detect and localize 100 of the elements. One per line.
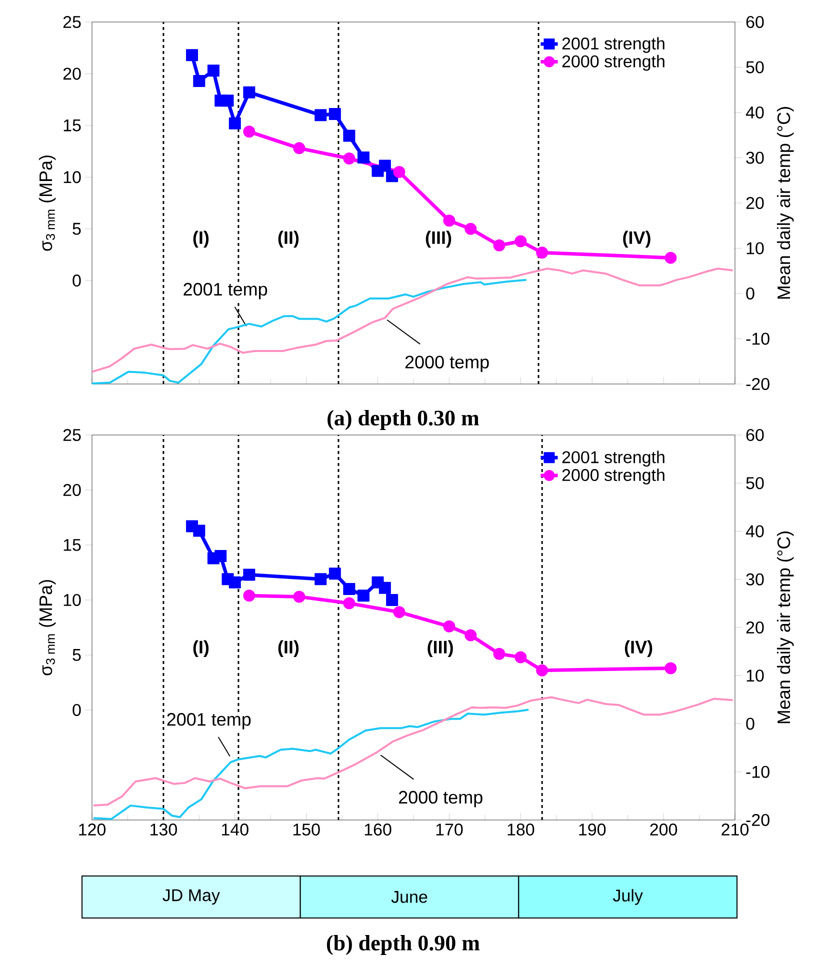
annotation: 2000 temp (399, 790, 482, 808)
y2-tick-label: 0 (746, 718, 754, 730)
legend-label: 2001 strength (562, 37, 664, 53)
y-tick-label: 15 (64, 119, 81, 132)
text: (a) depth 0.30 m (328, 410, 480, 430)
text: (b) depth 0.90 m (326, 935, 480, 955)
annotation: (III) (428, 640, 453, 658)
point (493, 239, 506, 252)
point (193, 74, 206, 87)
y2-tick-label: 50 (746, 477, 764, 490)
point (357, 590, 370, 602)
y-tick-label: 10 (64, 171, 81, 184)
point (443, 620, 456, 632)
point (343, 597, 356, 610)
line-series (92, 708, 530, 820)
annotation: (II) (278, 230, 299, 248)
y2-tick-label: -20 (746, 814, 770, 826)
y2-tick-label: 40 (746, 525, 764, 538)
x-tick-label: 150 (293, 824, 320, 836)
annotation: (II) (278, 640, 299, 658)
point (514, 235, 527, 248)
point (186, 49, 198, 62)
point (393, 166, 406, 178)
y2-tick-label: -20 (746, 378, 770, 390)
point (222, 94, 234, 107)
point (243, 86, 256, 98)
annotation: (IV) (624, 640, 652, 658)
line-series (91, 268, 734, 373)
point (328, 108, 341, 120)
point (293, 590, 306, 603)
text: July (612, 889, 643, 905)
annotation: 2000 temp (405, 356, 489, 372)
annotation: (I) (193, 640, 209, 658)
point (464, 629, 477, 642)
point (193, 524, 206, 537)
y-axis-title: σ$_{3 mm}$ (MPa) (38, 580, 56, 676)
legend-label: 2000 strength (562, 54, 664, 71)
y-tick-label: 5 (72, 222, 81, 235)
x-tick-label: 210 (722, 824, 749, 836)
y-tick-label: 15 (64, 539, 81, 551)
x-tick-label: 170 (436, 824, 463, 836)
point (378, 582, 391, 594)
point (393, 606, 406, 618)
y-tick-label: 20 (63, 484, 81, 496)
y2-tick-label: 60 (746, 16, 764, 28)
point (314, 109, 327, 122)
point (536, 664, 548, 676)
point (536, 246, 548, 259)
y-tick-label: 10 (64, 594, 81, 606)
y2-tick-label: 10 (746, 670, 764, 682)
point (343, 582, 356, 595)
y2-tick-label: 0 (746, 287, 754, 300)
text: JD May (162, 889, 220, 905)
line-series (91, 278, 528, 385)
point (357, 151, 370, 164)
point (314, 573, 327, 586)
y-tick-label: 25 (63, 16, 81, 28)
y-tick-label: 5 (72, 649, 81, 661)
point (293, 142, 306, 154)
x-tick-label: 160 (364, 824, 392, 836)
legend-label: 2000 strength (562, 468, 664, 484)
y2-axis-title: Mean daily air temp (°C) (776, 107, 794, 299)
point (343, 152, 356, 165)
y-tick-label: 25 (63, 428, 81, 442)
point (443, 214, 456, 227)
x-tick-label: 200 (650, 824, 678, 836)
point (664, 252, 677, 264)
point (493, 648, 506, 660)
x-tick-label: 140 (222, 824, 248, 836)
y2-axis-title: Mean daily air temp (°C) (776, 532, 794, 724)
y2-tick-label: 40 (746, 106, 764, 119)
point (664, 662, 677, 674)
y2-tick-label: 60 (746, 428, 764, 442)
y2-tick-label: 50 (746, 61, 764, 74)
point (343, 130, 356, 142)
text: June (391, 891, 428, 903)
y2-tick-label: 30 (746, 152, 764, 164)
line-series (92, 696, 734, 807)
point (228, 576, 241, 588)
y2-tick-label: 30 (746, 573, 764, 586)
annotation: (IV) (623, 230, 650, 248)
y2-tick-label: 10 (746, 242, 764, 254)
point (378, 160, 391, 172)
point (243, 126, 256, 138)
annotation: 2001 temp (167, 713, 251, 730)
x-tick-label: 130 (150, 824, 177, 836)
y2-tick-label: 20 (746, 196, 764, 210)
point (207, 64, 220, 77)
x-tick-label: 180 (508, 824, 534, 836)
legend-label: 2001 strength (562, 450, 664, 467)
annotation: 2001 temp (184, 282, 268, 300)
y2-tick-label: -10 (746, 332, 770, 345)
y2-tick-label: -10 (746, 766, 770, 778)
point (386, 594, 398, 606)
x-tick-label: 190 (579, 824, 606, 836)
y-tick-label: 0 (72, 704, 81, 716)
y-axis-title: σ$_{3 mm}$ (MPa) (38, 156, 56, 251)
point (514, 651, 527, 664)
point (328, 568, 341, 580)
y-tick-label: 20 (63, 68, 81, 80)
